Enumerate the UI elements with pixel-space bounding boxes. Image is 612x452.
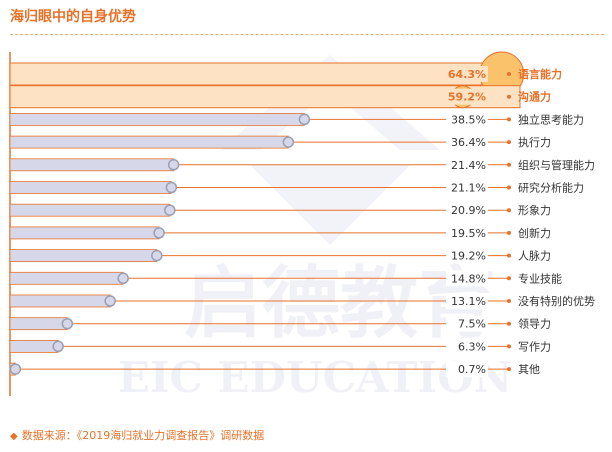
bar-marker	[9, 363, 22, 375]
bar-marker	[151, 249, 163, 262]
value-label: 38.5%	[451, 113, 486, 126]
leader-dot	[507, 276, 511, 281]
leader-dot	[507, 344, 511, 349]
value-label: 64.3%	[448, 68, 486, 81]
leader-dot	[507, 299, 511, 303]
leader-dot	[507, 94, 511, 99]
value-label-bg	[446, 293, 488, 309]
category-label: 其他	[518, 363, 540, 376]
bar-marker	[153, 227, 165, 239]
bar-highlight	[9, 62, 521, 86]
value-label: 20.9%	[451, 204, 486, 217]
leader-dot	[507, 208, 511, 213]
category-label: 研究分析能力	[518, 181, 584, 195]
watermark-cn: 启德教育	[184, 259, 496, 349]
bar	[9, 113, 305, 126]
category-label: 沟通力	[518, 90, 551, 104]
value-label: 36.4%	[451, 136, 486, 149]
leader-dot	[507, 253, 511, 258]
bar	[9, 294, 111, 308]
value-label-bg	[446, 202, 488, 219]
leader-dot	[507, 185, 511, 190]
value-label: 0.7%	[458, 363, 486, 376]
bar-marker	[117, 272, 129, 285]
category-label: 人脉力	[518, 249, 551, 263]
category-label: 没有特别的优势	[518, 294, 595, 308]
category-label: 专业技能	[518, 271, 562, 285]
bar-marker	[164, 204, 176, 216]
bar	[9, 339, 59, 353]
bar-marker	[167, 159, 180, 171]
bar-marker	[298, 113, 311, 126]
leader-dot	[507, 117, 511, 122]
watermark-logo-icon-lower	[250, 165, 410, 245]
leader-dot	[507, 72, 511, 76]
value-label-bg	[446, 338, 488, 355]
value-label: 13.1%	[451, 295, 486, 308]
leader-dot	[507, 321, 511, 326]
category-label: 组织与管理能力	[518, 158, 595, 172]
watermark-logo-icon	[220, 55, 440, 150]
value-label: 21.1%	[451, 182, 486, 195]
category-label: 语言能力	[518, 67, 562, 81]
title-divider	[10, 34, 604, 35]
leader-dot	[507, 140, 511, 145]
value-label: 21.4%	[451, 159, 486, 172]
bar	[9, 317, 68, 331]
category-label: 执行力	[518, 135, 551, 149]
bar	[9, 158, 175, 172]
value-label: 14.8%	[451, 272, 486, 285]
value-label: 6.3%	[458, 340, 486, 353]
chart-title: 海归眼中的自身优势	[10, 9, 136, 25]
value-label-bg	[446, 179, 488, 196]
bar	[9, 271, 124, 285]
value-label-bg	[446, 111, 488, 128]
bar	[9, 203, 171, 217]
value-label: 7.5%	[458, 318, 486, 331]
value-label-bg	[446, 361, 488, 378]
leader-dot	[507, 162, 511, 167]
bar	[9, 135, 289, 149]
category-label: 独立思考能力	[518, 112, 584, 126]
value-label: 59.2%	[448, 91, 486, 104]
diamond-icon: ◆	[10, 431, 18, 442]
value-label-bg	[446, 156, 488, 173]
bar-marker	[282, 136, 295, 148]
value-label-bg	[446, 315, 488, 332]
value-label-bg	[446, 134, 488, 151]
value-label-bg	[446, 247, 488, 264]
bar-marker	[52, 340, 64, 353]
category-label: 领导力	[518, 318, 551, 331]
value-label-bg	[446, 88, 488, 105]
leader-dot	[507, 367, 511, 372]
bar-highlight	[9, 85, 521, 109]
category-label: 创新力	[518, 226, 551, 240]
bar-marker	[104, 295, 116, 307]
value-label: 19.5%	[451, 227, 486, 240]
bar	[9, 226, 160, 240]
bar	[9, 181, 172, 194]
bar-marker	[61, 317, 74, 330]
category-label: 形象力	[518, 204, 551, 217]
bar	[9, 249, 158, 263]
value-label-bg	[446, 270, 488, 287]
data-source-text: 数据来源：《2019海归就业力调查报告》调研数据	[21, 429, 265, 442]
value-label: 19.2%	[451, 250, 486, 263]
data-source: ◆ 数据来源：《2019海归就业力调查报告》调研数据	[10, 427, 264, 443]
value-label-bg	[446, 224, 488, 241]
leader-dot	[507, 230, 511, 235]
category-label: 写作力	[518, 340, 551, 353]
value-label-bg	[446, 66, 488, 82]
bar-marker	[165, 181, 178, 194]
